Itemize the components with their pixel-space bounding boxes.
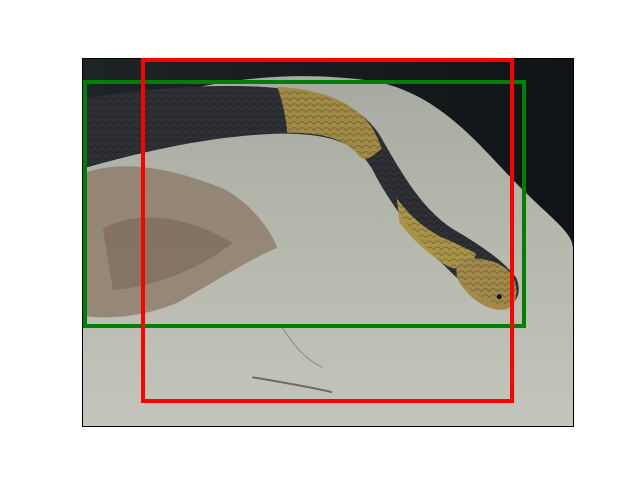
stone-shadow — [102, 217, 233, 290]
snake-scales — [83, 85, 519, 306]
snake-photo-illustration — [83, 59, 573, 426]
sand-substrate — [83, 76, 573, 426]
floor-crack — [252, 376, 333, 394]
snake-photo — [82, 58, 574, 427]
floor-crack-2 — [281, 327, 323, 368]
